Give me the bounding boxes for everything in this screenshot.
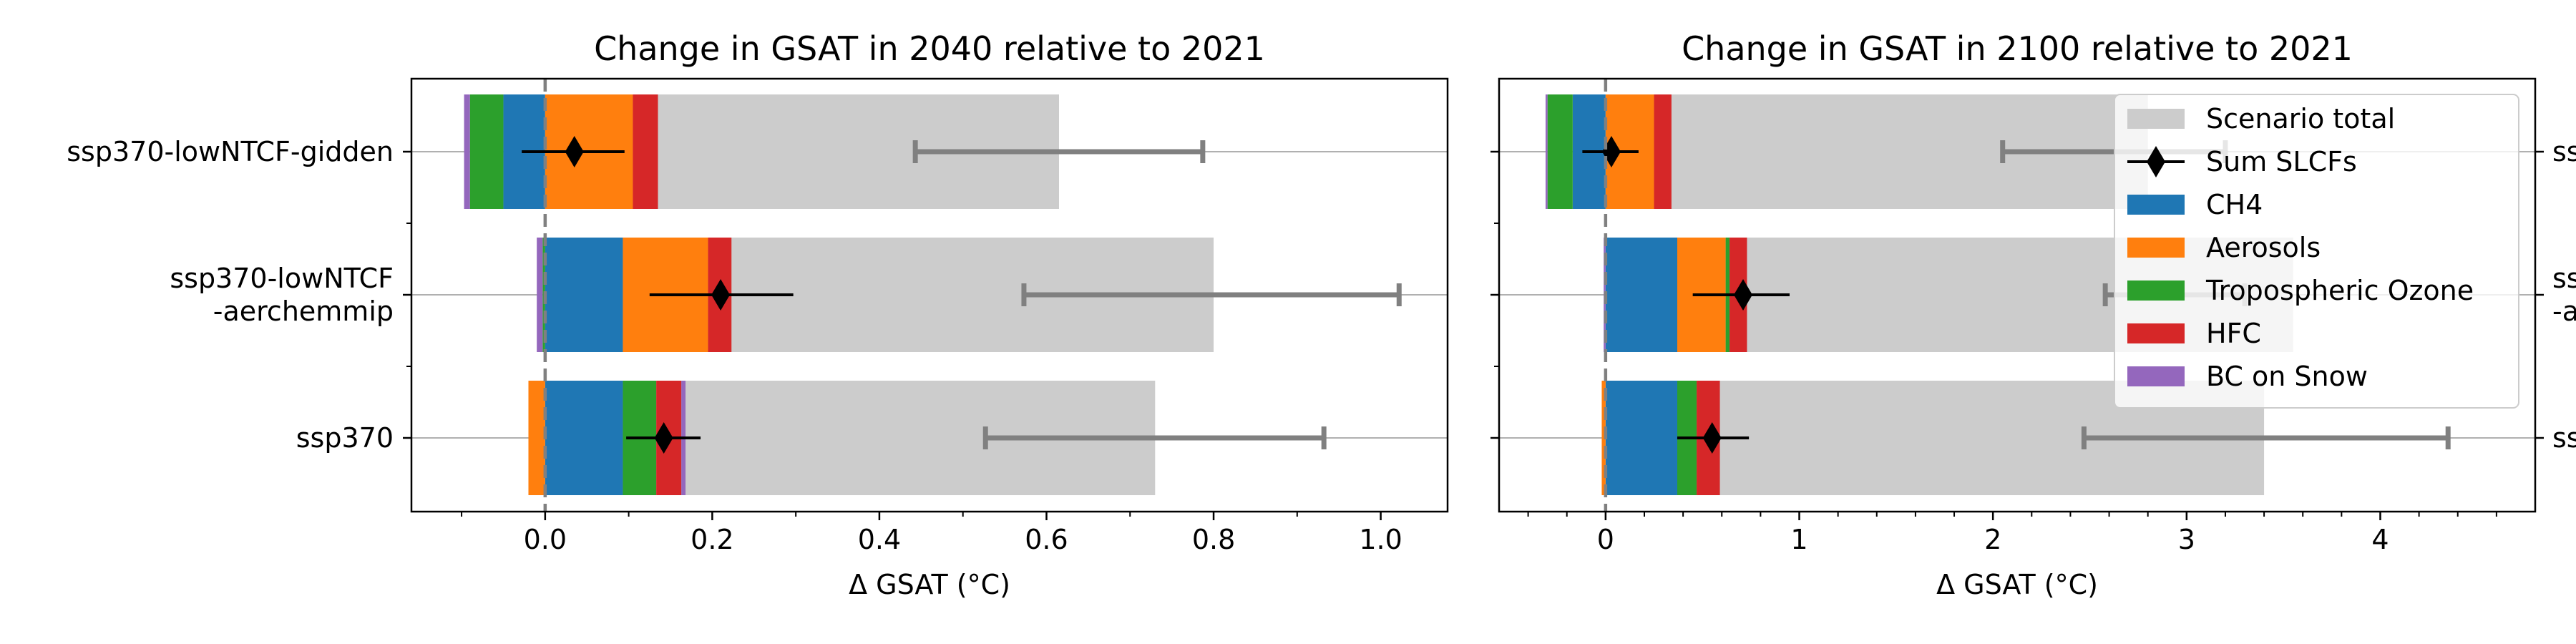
component-bar-ch4 [1605, 381, 1678, 495]
component-bar-tropospheric-ozone [469, 94, 504, 209]
y-tick-label: ssp370-lowNTCF-gidden [67, 136, 394, 167]
component-bar-ch4 [545, 238, 623, 352]
legend-label: CH4 [2206, 189, 2263, 220]
y-tick-label: -aerchemmip [213, 296, 394, 327]
chart-panel-2100: Change in GSAT in 2100 relative to 2021 … [1491, 29, 2576, 600]
legend-swatch [2127, 238, 2185, 258]
legend-swatch [2127, 366, 2185, 386]
legend-frame [2114, 94, 2519, 409]
y-tick-label-right: ss [2552, 263, 2576, 294]
legend-swatch [2127, 109, 2185, 129]
y-tick-label-right: -a [2552, 296, 2576, 327]
x-tick-label: 0.4 [858, 524, 901, 555]
component-bar-aerosols [1601, 381, 1606, 495]
legend-swatch-diamond [2147, 146, 2165, 177]
x-tick-label: 0.0 [524, 524, 567, 555]
legend-label: Sum SLCFs [2206, 146, 2357, 177]
chart-title: Change in GSAT in 2100 relative to 2021 [1682, 29, 2353, 68]
legend-label: Scenario total [2206, 103, 2395, 135]
x-tick-label: 0 [1597, 524, 1614, 555]
component-bar-tropospheric-ozone [1547, 94, 1573, 209]
x-tick-label: 1 [1790, 524, 1807, 555]
y-tick-label-right: ss [2552, 136, 2576, 167]
legend-label: BC on Snow [2206, 361, 2368, 392]
x-tick-label: 0.2 [691, 524, 733, 555]
sum-slcfs-marker [654, 422, 673, 454]
x-axis-label: Δ GSAT (°C) [1936, 569, 2098, 600]
x-axis-label: Δ GSAT (°C) [849, 569, 1010, 600]
component-bar-aerosols [528, 381, 545, 495]
y-tick-label-right: ss [2552, 422, 2576, 454]
x-tick-label: 4 [2371, 524, 2389, 555]
chart-panel-2040: Change in GSAT in 2040 relative to 2021 … [67, 29, 1449, 600]
sum-slcfs-marker [565, 136, 584, 167]
legend-label: Tropospheric Ozone [2205, 275, 2474, 306]
component-bar-bc-on-snow [537, 238, 543, 352]
component-bar-ch4 [545, 381, 623, 495]
x-tick-label: 3 [2178, 524, 2195, 555]
x-tick-label: 0.6 [1025, 524, 1068, 555]
x-tick-label: 2 [1984, 524, 2001, 555]
legend-swatch [2127, 195, 2185, 215]
component-bar-hfc [1654, 94, 1672, 209]
component-bar-hfc [633, 94, 658, 209]
x-tick-label: 0.8 [1192, 524, 1235, 555]
x-tick-label: 1.0 [1359, 524, 1402, 555]
y-tick-label: ssp370-lowNTCF [170, 263, 394, 294]
legend-label: HFC [2206, 318, 2261, 349]
component-bar-bc-on-snow [1545, 94, 1548, 209]
component-bar-ch4 [1605, 238, 1678, 352]
y-tick-label: ssp370 [296, 422, 394, 454]
legend-swatch [2127, 280, 2185, 301]
sum-slcfs-marker [1702, 422, 1722, 454]
legend: Scenario total Sum SLCFs CH4 Aerosols Tropos… [2114, 94, 2519, 409]
chart-title: Change in GSAT in 2040 relative to 2021 [594, 29, 1265, 68]
sum-slcfs-marker [1734, 279, 1753, 311]
legend-swatch [2127, 323, 2185, 343]
legend-label: Aerosols [2206, 232, 2321, 263]
component-bar-bc-on-snow [464, 94, 470, 209]
sum-slcfs-marker [711, 279, 731, 311]
